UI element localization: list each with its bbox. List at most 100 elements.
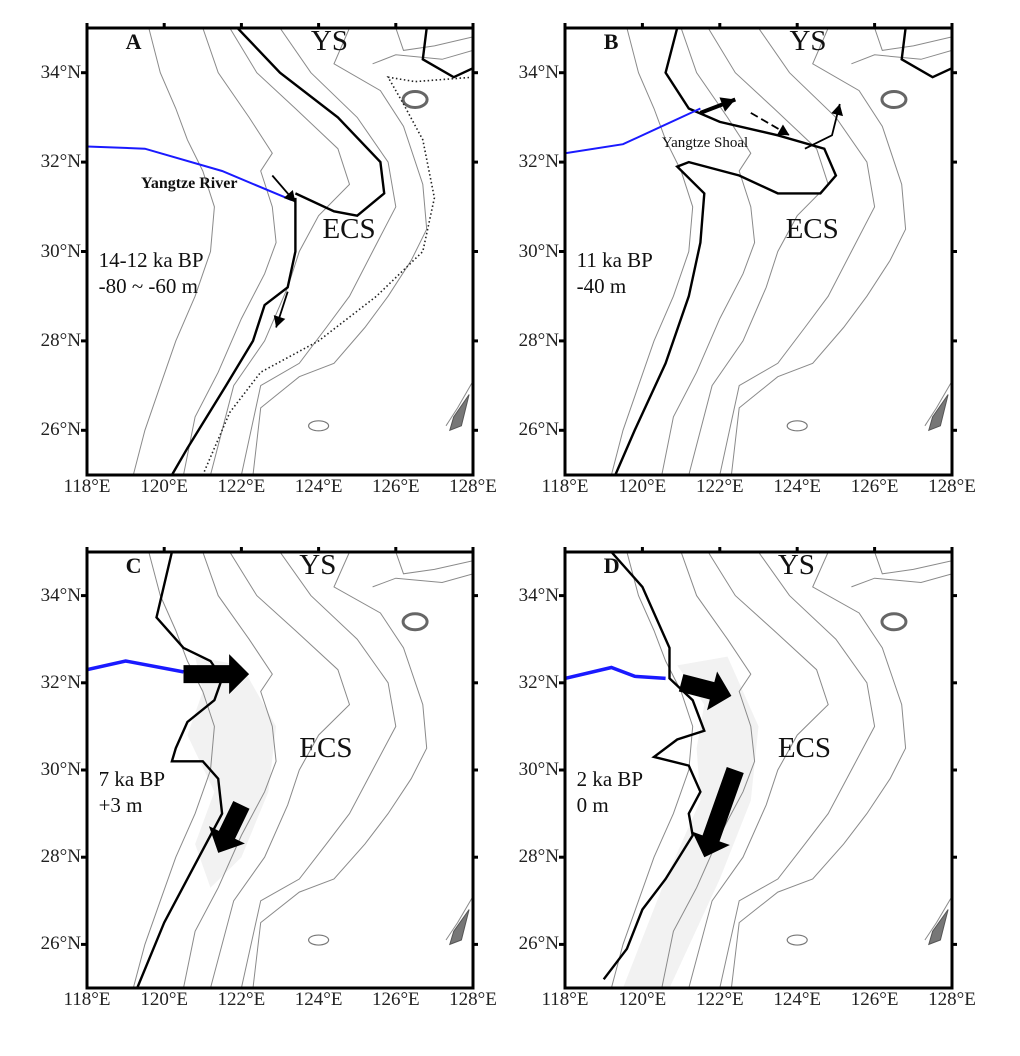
age-label: 7 ka BP — [98, 766, 166, 791]
paleo-shoreline — [421, 28, 473, 79]
lat-tick-label: 26°N — [518, 933, 559, 955]
bathymetry-contour — [610, 28, 694, 475]
bathymetry-contour — [395, 552, 473, 575]
bathymetry-contour — [445, 896, 473, 941]
bathymetry-contour — [874, 552, 952, 575]
lat-tick-label: 34°N — [518, 584, 559, 606]
lon-tick-label: 122°E — [217, 989, 266, 1010]
paleo-shoreline — [614, 28, 838, 475]
paleo-shoreline — [602, 552, 706, 981]
bathymetry-contour — [132, 552, 215, 988]
arrow-head-icon — [831, 103, 844, 117]
bathymetry-contour — [851, 573, 952, 588]
map-canvas — [559, 547, 957, 990]
bathymetry-contour — [183, 552, 277, 988]
ryukyu-island — [928, 909, 949, 946]
age-label: 2 ka BP — [576, 766, 644, 791]
sediment-shelf-shade — [187, 656, 277, 888]
lon-tick-label: 120°E — [618, 989, 667, 1010]
bathymetry-contour — [719, 28, 876, 475]
sea-label-yellow-sea: YS — [299, 549, 337, 582]
lon-tick-label: 124°E — [773, 476, 822, 497]
bathymetry-contour — [924, 896, 952, 941]
arrow-head-icon — [273, 315, 286, 328]
lat-tick-label: 30°N — [40, 759, 81, 780]
bathymetry-contour — [924, 380, 952, 427]
arrow-head-icon — [719, 97, 736, 112]
lat-tick-label: 32°N — [518, 671, 559, 693]
sea-level-label: +3 m — [98, 792, 143, 817]
lat-tick-label: 28°N — [40, 329, 81, 351]
panel-letter: A — [125, 29, 142, 55]
lat-tick-label: 26°N — [518, 419, 559, 441]
ryukyu-island — [928, 394, 949, 432]
lat-tick-label: 34°N — [40, 584, 81, 606]
lon-tick-label: 126°E — [371, 989, 420, 1010]
bathymetry-contour — [252, 552, 428, 988]
lon-tick-label: 128°E — [449, 989, 497, 1010]
jeju-island — [880, 612, 908, 632]
lat-tick-label: 30°N — [518, 240, 559, 262]
jeju-island — [401, 612, 429, 632]
lon-tick-label: 122°E — [695, 989, 744, 1010]
map-canvas — [559, 23, 957, 477]
bathymetry-contour — [210, 552, 351, 988]
bathymetry-contour — [372, 49, 473, 65]
lat-tick-label: 28°N — [40, 846, 81, 868]
sea-label-east-china-sea: ECS — [785, 213, 839, 246]
paleo-shoreline — [236, 28, 386, 217]
lat-tick-label: 34°N — [518, 61, 559, 83]
yangtze-river — [87, 145, 292, 202]
lon-tick-label: 126°E — [850, 989, 899, 1010]
lon-tick-label: 122°E — [695, 476, 744, 497]
yangtze-river — [565, 665, 666, 681]
sea-label-east-china-sea: ECS — [299, 732, 353, 765]
sea-label-east-china-sea: ECS — [322, 213, 376, 246]
bathymetry-contour — [252, 28, 428, 475]
lon-tick-label: 124°E — [773, 989, 822, 1010]
lon-tick-label: 118°E — [63, 989, 111, 1010]
map-canvas — [81, 23, 478, 477]
jeju-island — [401, 90, 429, 110]
island-contour — [308, 934, 330, 946]
bathymetry-contour — [661, 28, 756, 475]
sea-label-yellow-sea: YS — [310, 25, 348, 58]
bathymetry-contour — [132, 28, 215, 475]
island-contour — [786, 420, 808, 432]
map-panel-b: 118°E 120°E 122°E 124°E 126°E 128°E 34°N 32°N 30… — [519, 23, 976, 497]
bathymetry-contour — [395, 28, 473, 51]
map-canvas — [81, 547, 478, 990]
lon-tick-label: 124°E — [294, 476, 343, 497]
lat-tick-label: 26°N — [40, 933, 81, 955]
lon-tick-label: 120°E — [140, 989, 189, 1010]
lat-tick-label: 32°N — [518, 151, 559, 173]
map-panel-a: 118°E 120°E 122°E 124°E 126°E 128°E 34°N 32°N 30… — [41, 23, 497, 497]
bathymetry-contour — [183, 28, 277, 475]
lat-tick-label: 30°N — [518, 759, 559, 780]
sea-label-east-china-sea: ECS — [777, 732, 832, 765]
arrow-head-icon — [776, 124, 790, 136]
lon-tick-label: 124°E — [294, 989, 343, 1010]
sea-level-label: -40 m — [576, 274, 627, 299]
lon-tick-label: 122°E — [217, 476, 266, 497]
lat-tick-label: 32°N — [40, 671, 81, 693]
lat-tick-label: 26°N — [40, 419, 81, 441]
lat-tick-label: 28°N — [518, 846, 559, 868]
bathymetry-contour — [730, 552, 907, 988]
lon-tick-label: 120°E — [618, 476, 667, 497]
lon-tick-label: 128°E — [449, 476, 497, 497]
shoal-label: Yangtze Shoal — [661, 135, 749, 152]
paleo-shoreline-dotted — [202, 76, 473, 475]
lat-tick-label: 34°N — [40, 61, 81, 83]
yangtze-river — [87, 659, 184, 674]
sea-label-yellow-sea: YS — [777, 549, 815, 582]
lat-tick-label: 30°N — [40, 240, 81, 262]
lon-tick-label: 118°E — [63, 476, 111, 497]
sea-level-label: -80 ~ -60 m — [98, 274, 199, 299]
bathymetry-contour — [240, 28, 397, 475]
river-label: Yangtze River — [141, 175, 238, 193]
bathymetry-contour — [610, 552, 694, 988]
bathymetry-contour — [445, 380, 473, 427]
lon-tick-label: 126°E — [371, 476, 420, 497]
paleo-shoreline — [136, 552, 224, 988]
